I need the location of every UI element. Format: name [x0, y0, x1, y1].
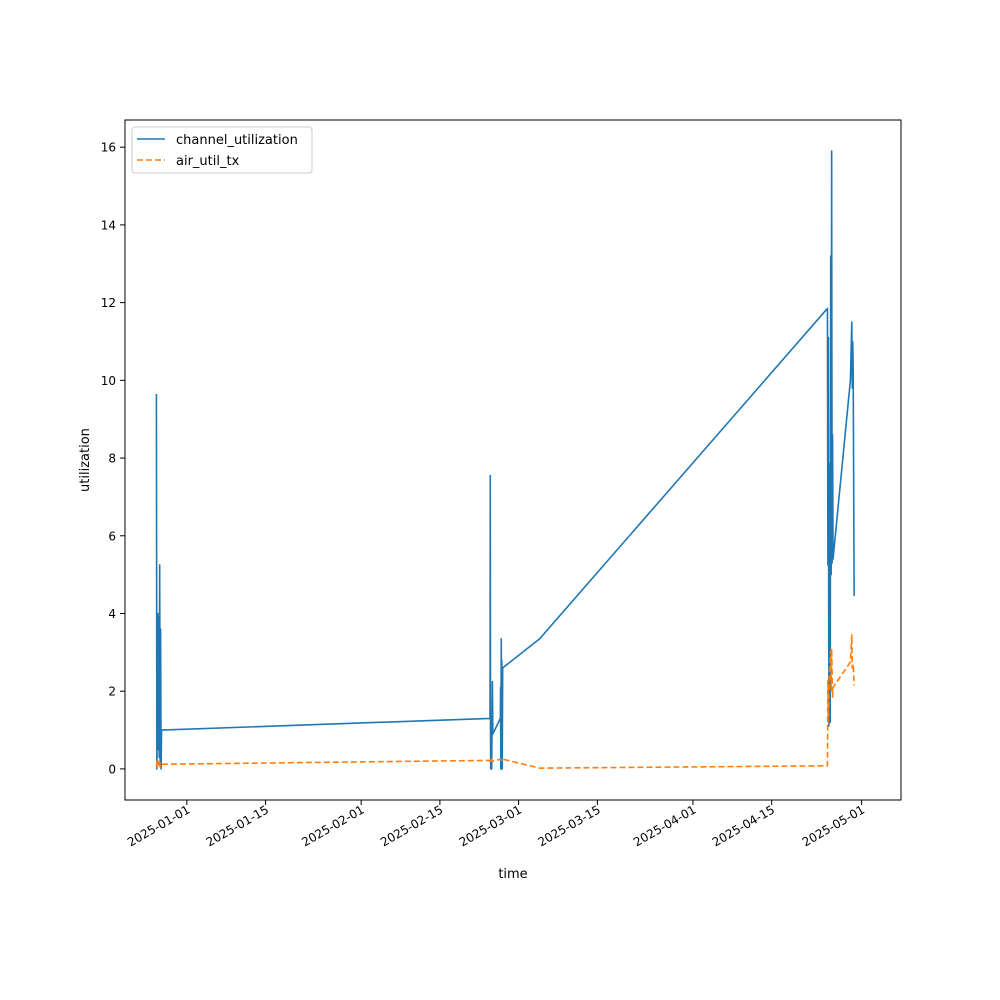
- y-tick-label: 12: [101, 296, 116, 310]
- y-axis: 0 2 4 6 8 10 12 14 16: [101, 141, 125, 776]
- y-tick-label: 8: [108, 452, 116, 466]
- y-tick-label: 16: [101, 141, 116, 155]
- plot-frame: [124, 119, 902, 801]
- legend: channel_utilization air_util_tx: [131, 126, 313, 174]
- series-layer: [155, 150, 855, 770]
- legend-box: [131, 126, 313, 174]
- y-tick-label: 4: [108, 607, 116, 621]
- series-line-air-util-tx: [155, 634, 855, 769]
- y-tick-label: 14: [101, 218, 116, 232]
- legend-label-air-util-tx: air_util_tx: [176, 154, 240, 169]
- y-tick-label: 10: [101, 374, 116, 388]
- x-axis-label: time: [498, 867, 527, 882]
- y-axis-label: utilization: [78, 428, 93, 492]
- y-tick-label: 2: [108, 685, 116, 699]
- y-tick-label: 6: [108, 529, 116, 543]
- legend-label-channel-utilization: channel_utilization: [176, 133, 298, 148]
- series-line-channel-utilization: [155, 150, 855, 770]
- y-tick-label: 0: [108, 762, 116, 776]
